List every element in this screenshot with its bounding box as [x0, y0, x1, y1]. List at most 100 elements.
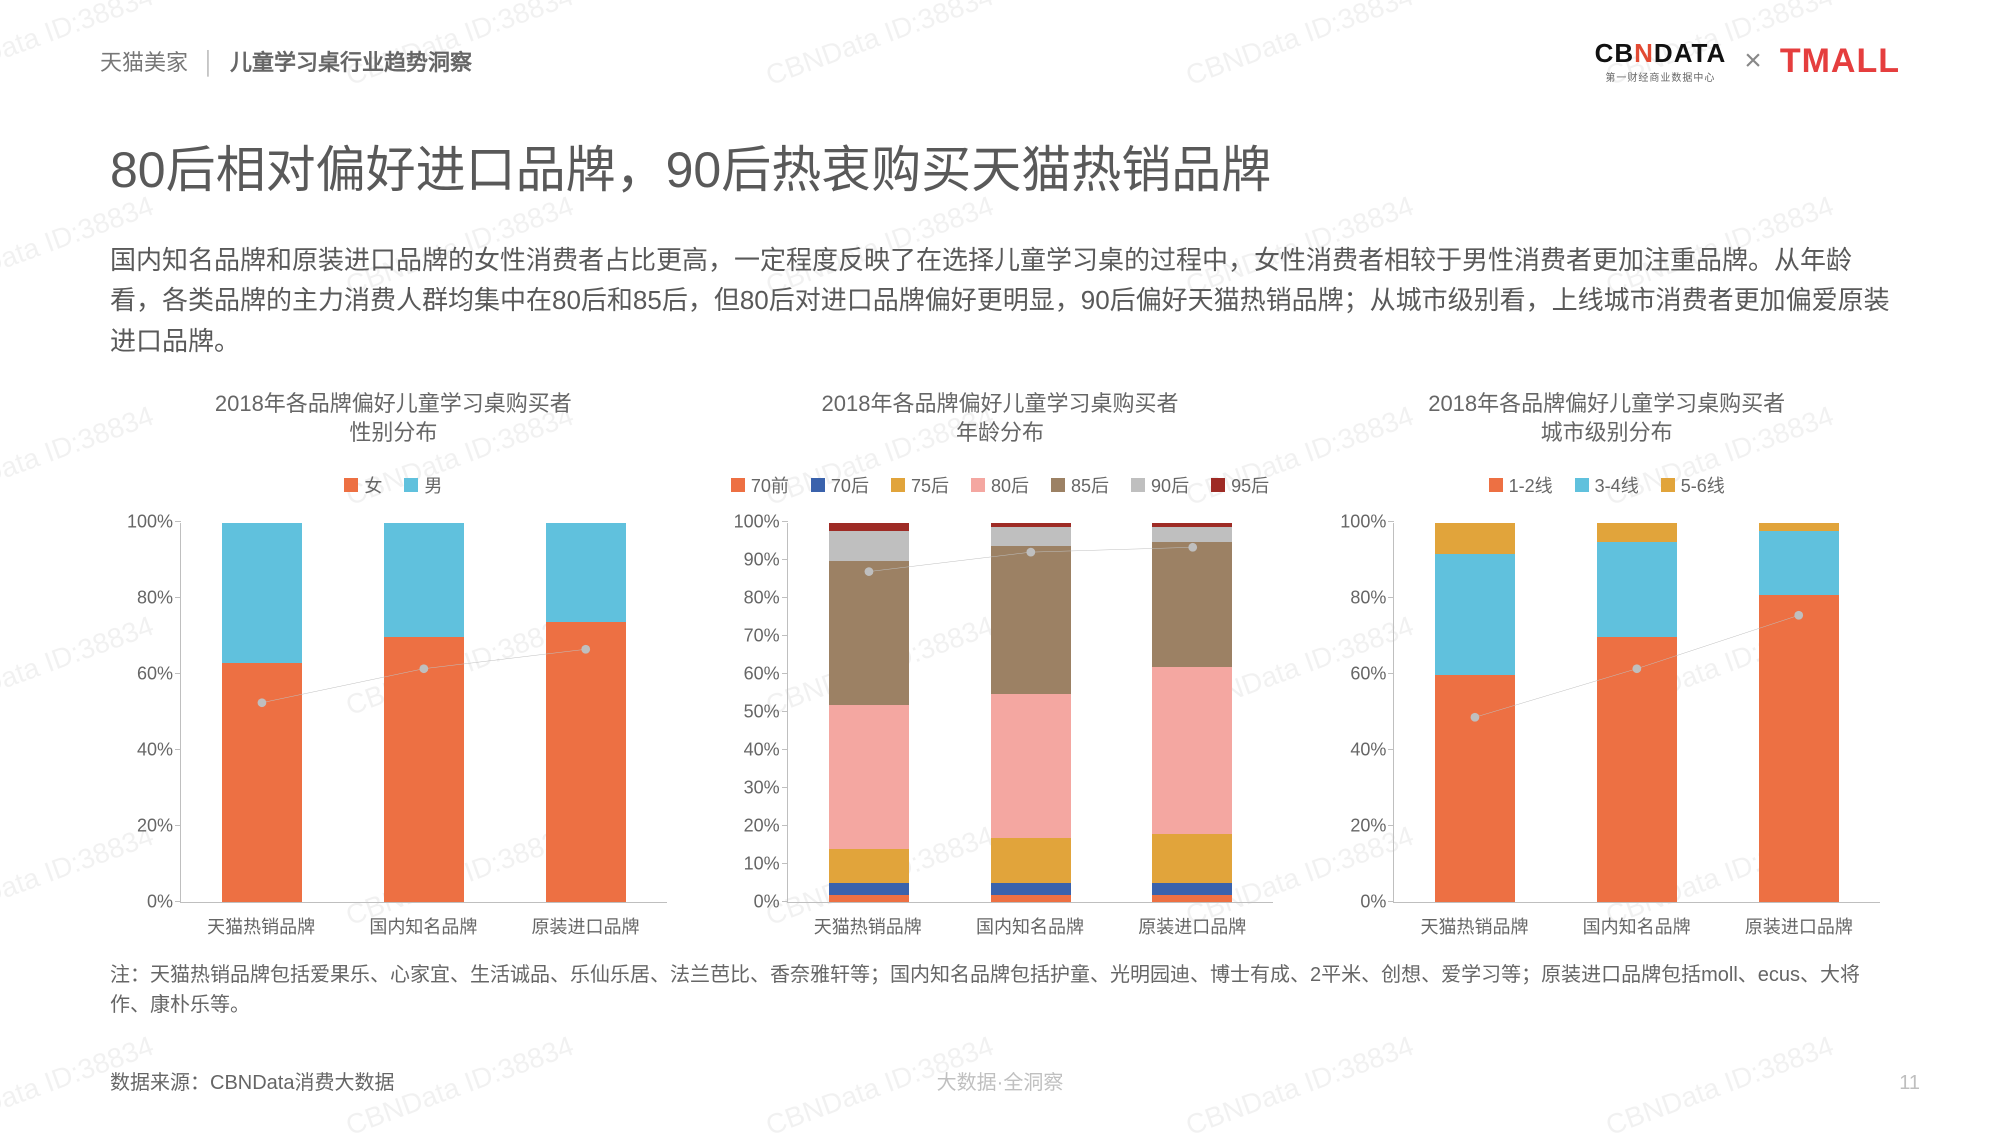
x-tick-label: 原装进口品牌 [1138, 913, 1246, 939]
chart-city: 2018年各品牌偏好儿童学习桌购买者城市级别分布1-2线3-4线5-6线0%20… [1323, 390, 1890, 939]
bar-segment [829, 849, 909, 883]
page-title: 80后相对偏好进口品牌，90后热衷购买天猫热销品牌 [110, 130, 1271, 202]
bar-segment [384, 637, 464, 902]
legend-swatch [1489, 478, 1503, 492]
y-tick-label: 20% [1326, 816, 1386, 837]
bar-segment [991, 883, 1071, 894]
y-tick-label: 40% [720, 740, 780, 761]
y-tick-label: 100% [720, 512, 780, 533]
legend-label: 3-4线 [1595, 472, 1639, 498]
legend-swatch [971, 478, 985, 492]
x-tick-label: 天猫热销品牌 [814, 913, 922, 939]
legend-label: 女 [364, 472, 382, 498]
chart-legend: 女男 [110, 457, 677, 513]
legend-item: 70后 [811, 457, 869, 513]
legend-swatch [1211, 478, 1225, 492]
legend-label: 95后 [1231, 472, 1269, 498]
legend-swatch [811, 478, 825, 492]
y-tick-mark [782, 521, 788, 522]
legend-label: 80后 [991, 472, 1029, 498]
bar-segment [222, 523, 302, 663]
y-tick-label: 20% [720, 816, 780, 837]
legend-swatch [1661, 478, 1675, 492]
x-labels: 天猫热销品牌国内知名品牌原装进口品牌 [180, 913, 667, 939]
y-tick-mark [1388, 521, 1394, 522]
y-tick-label: 80% [1326, 588, 1386, 609]
x-tick-label: 天猫热销品牌 [1420, 913, 1528, 939]
bar-segment [991, 694, 1071, 838]
x-tick-label: 天猫热销品牌 [207, 913, 315, 939]
bar-segment [1759, 523, 1839, 531]
bar-segment [991, 546, 1071, 694]
bar-segment [991, 838, 1071, 883]
y-tick-label: 40% [1326, 740, 1386, 761]
y-tick-label: 20% [113, 816, 173, 837]
y-tick-label: 10% [720, 854, 780, 875]
chart-legend: 70前70后75后80后85后90后95后 [717, 457, 1284, 513]
legend-item: 男 [404, 457, 442, 513]
x-labels: 天猫热销品牌 国内知名品牌 原装进口品牌 [787, 913, 1274, 939]
header: 天猫美家 │ 儿童学习桌行业趋势洞察 CBNDATA 第一财经商业数据中心 × … [100, 36, 1900, 86]
breadcrumb-b: 儿童学习桌行业趋势洞察 [230, 50, 472, 75]
x-labels: 天猫热销品牌国内知名品牌原装进口品牌 [1393, 913, 1880, 939]
y-tick-label: 0% [720, 892, 780, 913]
breadcrumb: 天猫美家 │ 儿童学习桌行业趋势洞察 [100, 45, 472, 77]
plot-area: 0%10%20%30%40%50%60%70%80%90%100% [787, 523, 1274, 903]
bar-segment [829, 523, 909, 531]
bar-column [991, 523, 1071, 902]
bar-segment [546, 523, 626, 622]
chart-gender: 2018年各品牌偏好儿童学习桌购买者性别分布女男0%20%40%60%80%10… [110, 390, 677, 939]
legend-swatch [1575, 478, 1589, 492]
bar-segment [829, 561, 909, 705]
bar-segment [1435, 554, 1515, 675]
footer-tagline: 大数据·全洞察 [937, 1066, 1064, 1095]
body-paragraph: 国内知名品牌和原装进口品牌的女性消费者占比更高，一定程度反映了在选择儿童学习桌的… [110, 240, 1890, 361]
bar-segment [1435, 675, 1515, 902]
bar-column [384, 523, 464, 902]
bar-segment [829, 883, 909, 894]
x-tick-label: 国内知名品牌 [976, 913, 1084, 939]
tmall-logo: TMALL [1780, 42, 1900, 81]
y-tick-label: 0% [1326, 892, 1386, 913]
y-tick-label: 70% [720, 626, 780, 647]
legend-item: 5-6线 [1661, 457, 1725, 513]
watermark: CBNData ID:38834 [1602, 1030, 1838, 1142]
bar-column [1597, 523, 1677, 902]
charts-row: 2018年各品牌偏好儿童学习桌购买者性别分布女男0%20%40%60%80%10… [110, 390, 1890, 939]
legend-item: 70前 [731, 457, 789, 513]
bar-column [829, 523, 909, 902]
legend-item: 75后 [891, 457, 949, 513]
legend-item: 女 [344, 457, 382, 513]
chart-legend: 1-2线3-4线5-6线 [1323, 457, 1890, 513]
bar-segment [1759, 531, 1839, 595]
legend-swatch [344, 478, 358, 492]
legend-swatch [1051, 478, 1065, 492]
legend-label: 75后 [911, 472, 949, 498]
chart-title: 2018年各品牌偏好儿童学习桌购买者性别分布 [110, 390, 677, 447]
y-tick-label: 100% [1326, 512, 1386, 533]
bar-segment [829, 531, 909, 561]
bar-segment [1152, 895, 1232, 903]
cbndata-logo: CBNDATA 第一财经商业数据中心 [1595, 38, 1727, 84]
bar-segment [1435, 523, 1515, 553]
plot-area: 0%20%40%60%80%100% [180, 523, 667, 903]
bar-segment [991, 527, 1071, 546]
legend-swatch [731, 478, 745, 492]
bar-segment [991, 895, 1071, 903]
bar-segment [384, 523, 464, 637]
multiply-icon: × [1744, 44, 1762, 78]
y-tick-label: 60% [113, 664, 173, 685]
legend-item: 85后 [1051, 457, 1109, 513]
page-number: 11 [1899, 1072, 1920, 1095]
watermark: CBNData ID:38834 [1182, 1030, 1418, 1142]
legend-swatch [404, 478, 418, 492]
y-tick-mark [175, 521, 181, 522]
bars-container [788, 523, 1274, 902]
bars-container [1394, 523, 1880, 902]
bar-segment [1152, 527, 1232, 542]
data-source: 数据来源：CBNData消费大数据 [110, 1066, 394, 1095]
x-tick-label: 原装进口品牌 [1745, 913, 1853, 939]
legend-swatch [891, 478, 905, 492]
legend-label: 70前 [751, 472, 789, 498]
bars-container [181, 523, 667, 902]
